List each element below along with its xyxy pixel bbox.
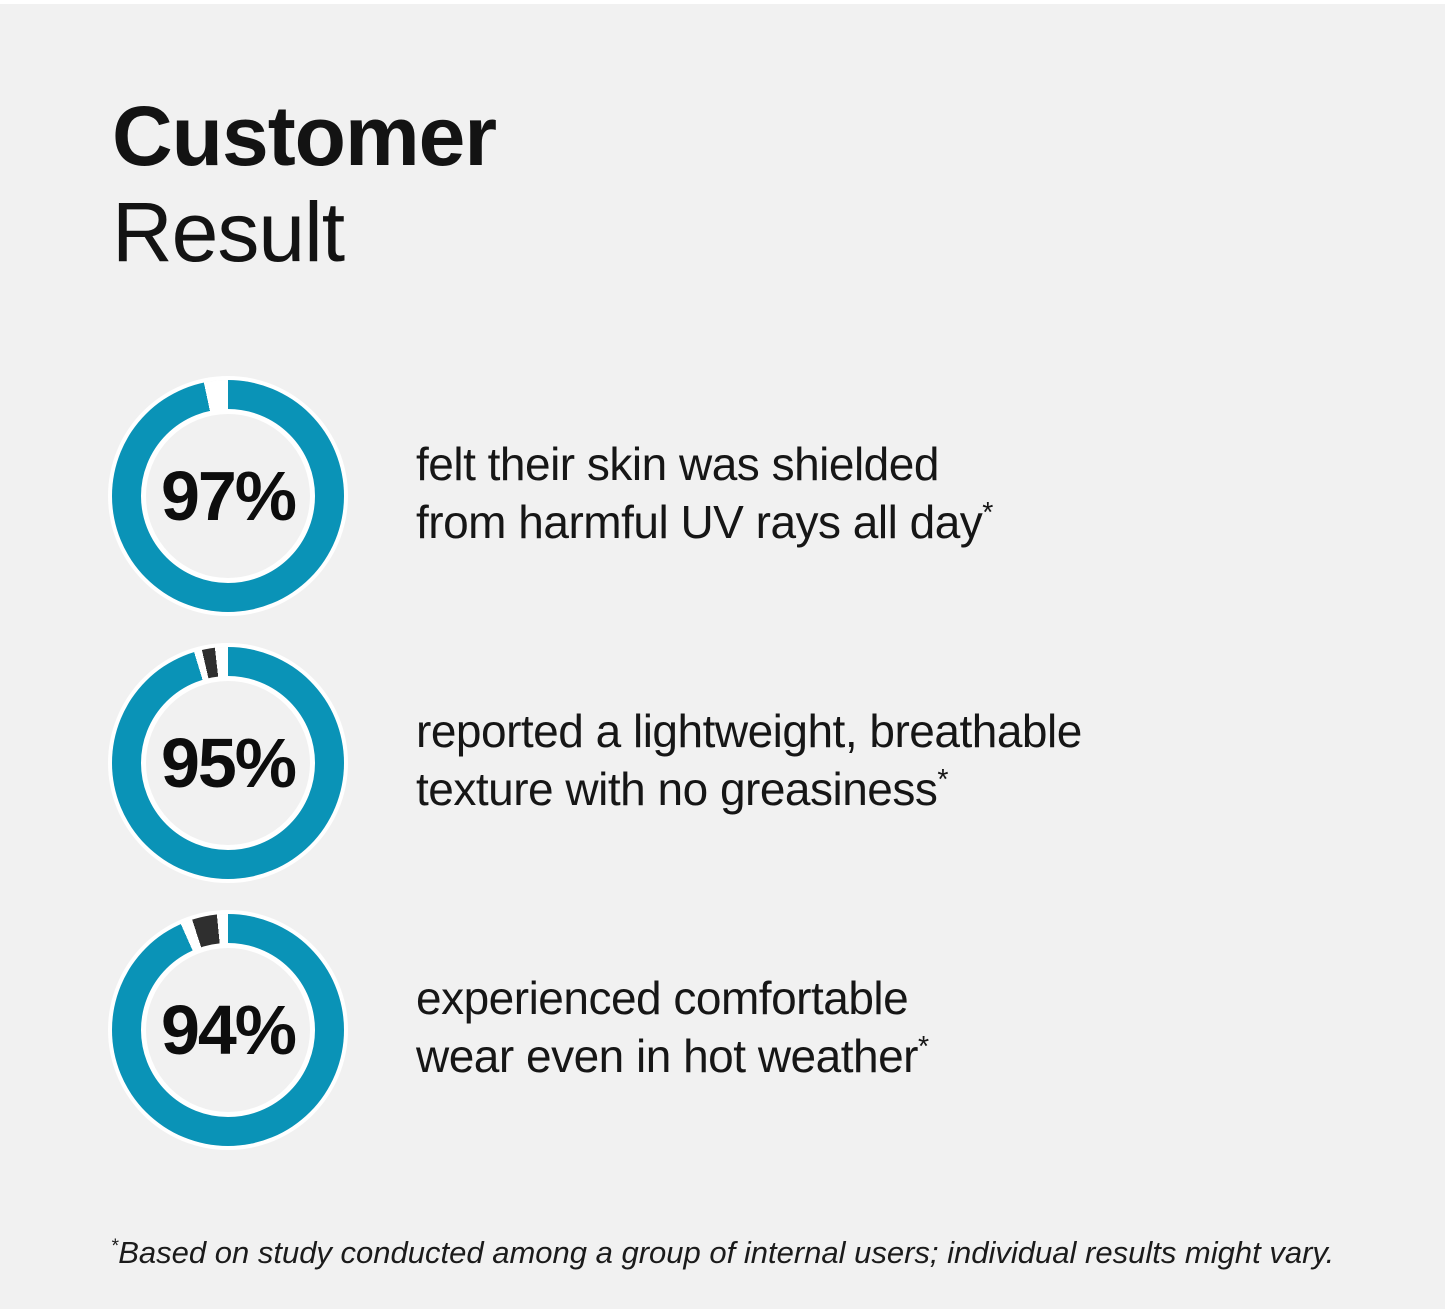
donut-hole-97: 97% (141, 409, 315, 583)
donut-hole-95: 95% (141, 676, 315, 850)
footnote-text: Based on study conducted among a group o… (118, 1235, 1335, 1270)
caption-line: from harmful UV rays all day (416, 495, 983, 548)
footnote-marker: * (937, 763, 948, 796)
stat-caption-94: experienced comfortable wear even in hot … (416, 969, 929, 1092)
donut-percentage-95: 95% (160, 724, 297, 802)
donut-chart-97: 97% (112, 380, 344, 612)
caption-line: reported a lightweight, breathable (416, 704, 1082, 757)
footnote-marker: * (110, 1236, 119, 1258)
donut-percentage-97: 97% (160, 457, 297, 535)
donut-chart-95: 95% (112, 647, 344, 879)
title-line-2: Result (112, 185, 345, 279)
stat-row-94: 94% experienced comfortable wear even in … (112, 914, 1445, 1146)
donut-chart-94: 94% (112, 914, 344, 1146)
top-edge (0, 0, 1445, 4)
caption-line: texture with no greasiness (416, 762, 938, 815)
stat-rows: 97% felt their skin was shielded from har… (112, 380, 1445, 1146)
page-title: Customer Result (112, 88, 1445, 280)
stat-caption-95: reported a lightweight, breathable textur… (416, 702, 1082, 825)
stat-caption-97: felt their skin was shielded from harmful… (416, 435, 993, 558)
footnote: *Based on study conducted among a group … (0, 1235, 1445, 1271)
title-line-1: Customer (112, 89, 497, 183)
donut-hole-94: 94% (141, 943, 315, 1117)
caption-line: felt their skin was shielded (416, 437, 939, 490)
caption-line: wear even in hot weather (416, 1029, 918, 1082)
donut-percentage-94: 94% (160, 991, 297, 1069)
caption-line: experienced comfortable (416, 971, 909, 1024)
footnote-marker: * (982, 496, 993, 529)
footnote-marker: * (917, 1030, 929, 1063)
stat-row-95: 95% reported a lightweight, breathable te… (112, 647, 1445, 879)
stat-row-97: 97% felt their skin was shielded from har… (112, 380, 1445, 612)
